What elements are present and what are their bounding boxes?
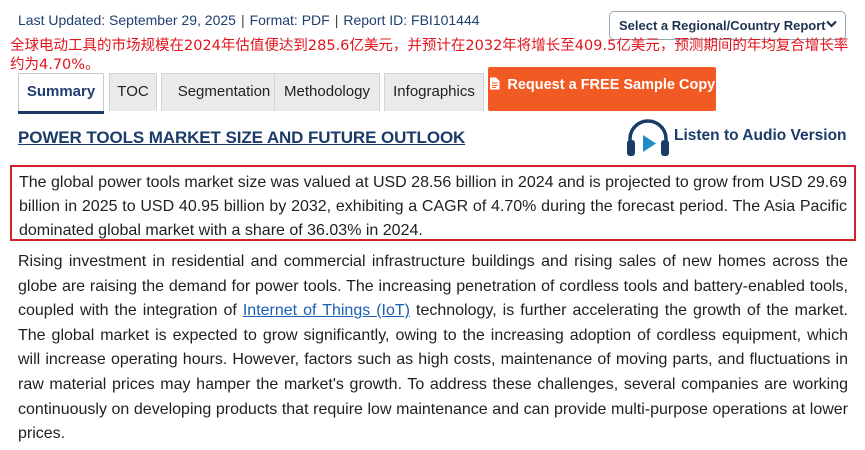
tab-label: TOC — [117, 83, 149, 100]
region-report-select[interactable]: Select a Regional/Country Report — [609, 11, 846, 40]
tab-segmentation[interactable]: Segmentation — [161, 73, 287, 111]
tab-toc[interactable]: TOC — [109, 73, 157, 111]
chevron-down-icon — [826, 20, 837, 31]
iot-link[interactable]: Internet of Things (IoT) — [242, 302, 410, 320]
listen-audio-label: Listen to Audio Version — [674, 127, 847, 144]
summary-highlight-box: The global power tools market size was v… — [10, 165, 856, 241]
document-icon — [489, 77, 504, 92]
tab-label: Methodology — [284, 83, 370, 100]
report-meta: Last Updated: September 29, 2025 | Format:… — [18, 12, 480, 28]
body-text-part2: technology, is further accelerating the … — [18, 302, 849, 443]
last-updated: Last Updated: September 29, 2025 — [18, 12, 236, 28]
report-format: Format: PDF — [249, 12, 330, 28]
tab-label: Infographics — [393, 83, 475, 100]
section-headline: POWER TOOLS MARKET SIZE AND FUTURE OUTLO… — [18, 128, 466, 147]
body-paragraph: Rising investment in residential and com… — [18, 250, 848, 447]
request-sample-button[interactable]: Request a FREE Sample Copy — [488, 67, 716, 111]
translation-overlay: 全球电动工具的市场规模在2024年估值便达到285.6亿美元，并预计在2032年… — [10, 38, 849, 73]
region-select-label: Select a Regional/Country Report — [619, 18, 826, 33]
tab-methodology[interactable]: Methodology — [274, 73, 380, 111]
summary-paragraph: The global power tools market size was v… — [19, 174, 847, 239]
meta-separator: | — [240, 12, 245, 28]
tab-label: Summary — [26, 83, 96, 100]
tab-summary[interactable]: Summary — [18, 73, 104, 114]
headphones-play-icon — [625, 118, 671, 165]
report-id: Report ID: FBI101444 — [343, 12, 480, 28]
tab-label: Segmentation — [177, 83, 271, 100]
tab-infographics[interactable]: Infographics — [384, 73, 484, 111]
body-text-part1: Rising investment in residential and com… — [18, 253, 848, 320]
meta-separator: | — [334, 12, 339, 28]
request-sample-label: Request a FREE Sample Copy — [507, 77, 716, 93]
